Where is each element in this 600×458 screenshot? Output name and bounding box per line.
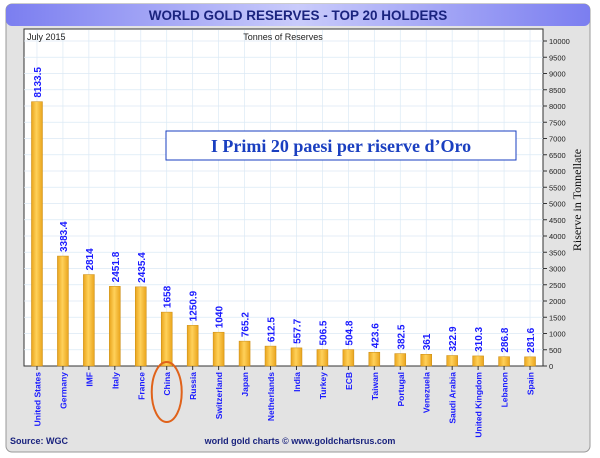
bar — [109, 286, 121, 367]
bar — [212, 331, 225, 367]
value-label: 506.5 — [318, 320, 329, 345]
category-label: Spain — [526, 372, 536, 395]
value-label: 423.6 — [370, 323, 381, 348]
category-label: Switzerland — [214, 372, 224, 419]
category-label: Germany — [58, 372, 68, 409]
bar — [368, 351, 381, 367]
category-label: Lebanon — [500, 372, 510, 407]
category-label: United Kingdom — [474, 372, 484, 438]
bar — [160, 311, 173, 367]
value-label: 361 — [422, 333, 433, 350]
bar — [31, 101, 43, 367]
value-label: 1250.9 — [189, 290, 200, 321]
value-label: 2435.4 — [137, 252, 148, 283]
value-label: 1658 — [163, 285, 174, 308]
value-label: 322.9 — [448, 326, 459, 351]
value-label: 2814 — [85, 248, 96, 271]
category-label: Japan — [240, 372, 250, 397]
plot-area — [23, 28, 544, 367]
y-axis: 0 500 1000 1500 2000 2500 3000 3500 4000 4500 5000… — [543, 37, 570, 371]
bar — [186, 325, 199, 367]
value-label: 310.3 — [474, 326, 485, 351]
value-label: 612.5 — [267, 317, 278, 342]
subtitle: Tonnes of Reserves — [243, 32, 323, 42]
y-tick-label: 500 — [549, 346, 562, 355]
bar — [472, 355, 484, 367]
highlight-circle — [150, 361, 183, 423]
value-label: 3383.4 — [59, 221, 70, 252]
value-label: 281.6 — [526, 327, 537, 352]
category-label: France — [136, 372, 146, 400]
category-label: Taiwan — [370, 372, 380, 400]
value-label: 557.7 — [292, 318, 303, 343]
y-tick-label: 8500 — [549, 86, 566, 95]
y-tick-label: 7500 — [549, 118, 566, 127]
bar — [264, 345, 277, 367]
bar — [238, 340, 251, 367]
y-tick-label: 3500 — [549, 248, 566, 257]
y-tick-label: 9000 — [549, 70, 566, 79]
bar — [316, 349, 329, 367]
y-tick-label: 6500 — [549, 151, 566, 160]
source-label: Source: WGC — [10, 436, 69, 446]
category-label: ECB — [344, 372, 354, 390]
annotation-box — [165, 130, 517, 161]
value-label: 286.8 — [500, 327, 511, 352]
category-label: China — [162, 372, 172, 396]
category-label: Saudi Arabia — [448, 372, 458, 424]
bar — [290, 347, 303, 367]
category-label: Portugal — [396, 372, 406, 406]
bar — [394, 353, 407, 367]
bar — [420, 354, 432, 367]
chart-title: WORLD GOLD RESERVES - TOP 20 HOLDERS — [149, 8, 448, 23]
y-tick-label: 1000 — [549, 330, 566, 339]
bar — [498, 356, 510, 367]
y-tick-label: 6000 — [549, 167, 566, 176]
y-tick-label: 8000 — [549, 102, 566, 111]
y-tick-label: 0 — [549, 362, 553, 371]
annotation-text: I Primi 20 paesi per riserve d’Oro — [211, 136, 471, 156]
y-tick-label: 7000 — [549, 135, 566, 144]
y-tick-label: 4000 — [549, 232, 566, 241]
y-axis-label: Riserve in Tonnellate — [570, 149, 584, 251]
category-label: United States — [32, 372, 42, 427]
bar — [524, 356, 536, 367]
bar — [135, 286, 147, 367]
y-tick-label: 5000 — [549, 200, 566, 209]
bar — [57, 255, 69, 367]
title-bar — [6, 4, 590, 26]
bar — [83, 274, 95, 367]
bars: 8133.5 United States 3383.4 Germany 2814 IMF 2… — [31, 67, 537, 438]
bar — [342, 349, 355, 367]
y-tick-label: 3000 — [549, 265, 566, 274]
date-label: July 2015 — [27, 32, 66, 42]
bar — [446, 355, 458, 367]
value-label: 2451.8 — [111, 251, 122, 282]
category-label: Russia — [188, 372, 198, 400]
category-label: Italy — [110, 372, 120, 389]
value-label: 382.5 — [396, 324, 407, 349]
value-label: 1040 — [215, 306, 226, 329]
y-tick-label: 1500 — [549, 313, 566, 322]
y-tick-label: 2000 — [549, 297, 566, 306]
value-label: 8133.5 — [33, 67, 44, 98]
value-label: 765.2 — [241, 312, 252, 337]
y-tick-label: 4500 — [549, 216, 566, 225]
y-tick-label: 2500 — [549, 281, 566, 290]
category-label: India — [292, 372, 302, 392]
category-label: IMF — [84, 372, 94, 387]
category-label: Netherlands — [266, 372, 276, 421]
value-label: 504.8 — [344, 320, 355, 345]
y-tick-label: 9500 — [549, 53, 566, 62]
grid — [24, 30, 543, 366]
y-tick-label: 5500 — [549, 183, 566, 192]
y-tick-label: 10000 — [549, 37, 570, 46]
category-label: Venezuela — [422, 372, 432, 413]
category-label: Turkey — [318, 372, 328, 400]
credit-label: world gold charts © www.goldchartsrus.co… — [204, 436, 396, 446]
